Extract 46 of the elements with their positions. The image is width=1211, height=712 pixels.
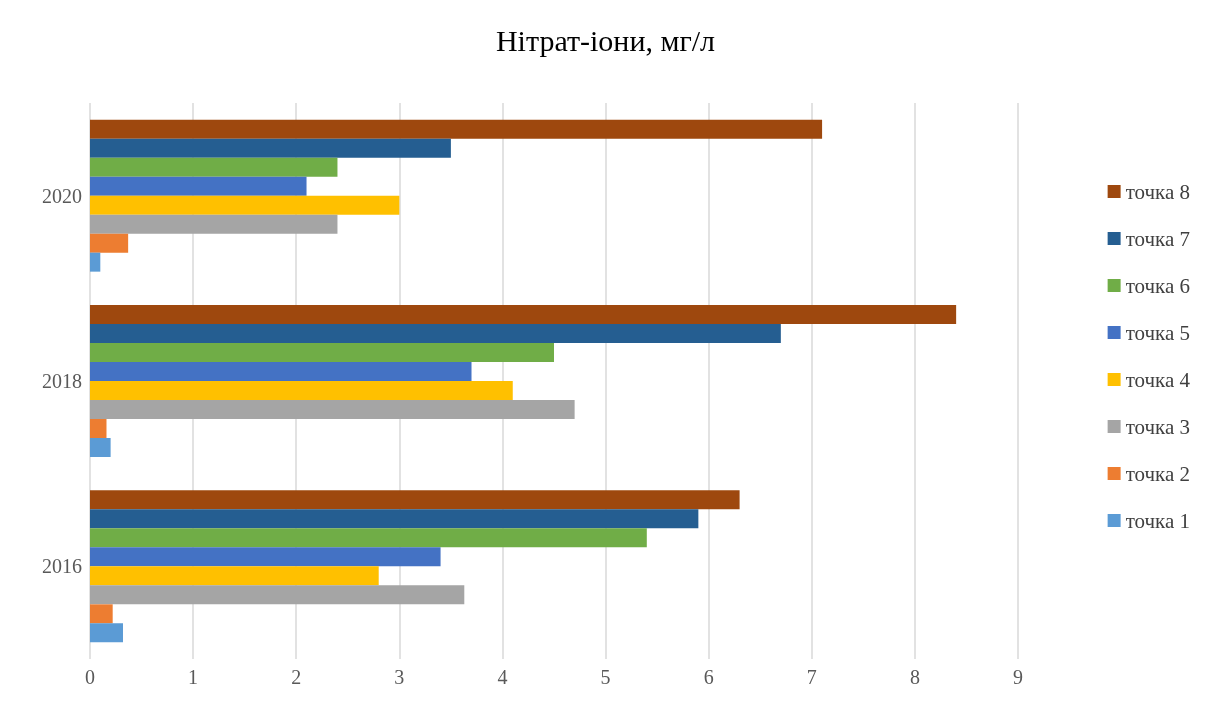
bar [90,195,400,215]
bar [90,509,699,529]
bar [90,176,307,196]
legend-label: точка 2 [1125,461,1190,486]
x-tick-label: 3 [394,666,405,688]
x-tick-label: 4 [497,666,508,688]
bar [90,138,451,158]
x-tick-label: 7 [806,666,817,688]
bar [90,305,957,325]
bar [90,362,472,381]
x-tick-label: 2 [291,666,302,688]
x-tick-label: 6 [703,666,714,688]
bar [90,252,101,272]
y-tick-label: 2020 [42,184,82,207]
legend-label: точка 7 [1125,226,1190,251]
bar [90,418,107,438]
legend-label: точка 6 [1125,273,1190,298]
x-tick-label: 5 [600,666,611,688]
chart-title: Нітрат-іони, мг/л [495,23,716,57]
x-tick-label: 8 [909,666,920,688]
y-tick-label: 2016 [42,555,82,578]
bar [90,400,575,419]
bar [90,585,465,605]
legend-label: точка 1 [1125,508,1190,533]
legend-label: точка 3 [1125,414,1190,439]
bar [90,233,129,253]
bar [90,324,781,344]
bar [90,528,647,548]
bar [90,119,823,139]
bar [90,343,554,362]
legend-label: точка 4 [1125,367,1191,392]
y-tick-label: 2018 [42,370,82,392]
bar [90,437,111,457]
bar [90,623,123,643]
legend-label: точка 8 [1125,179,1190,204]
legend-label: точка 5 [1125,320,1190,345]
bar [90,490,740,510]
bar [90,604,113,624]
bar [90,157,338,177]
x-tick-label: 9 [1013,666,1023,688]
bar [90,566,379,586]
bar [90,381,513,400]
bar [90,547,441,567]
x-tick-label: 1 [188,666,199,688]
bar [90,214,338,234]
x-tick-label: 0 [85,666,95,688]
